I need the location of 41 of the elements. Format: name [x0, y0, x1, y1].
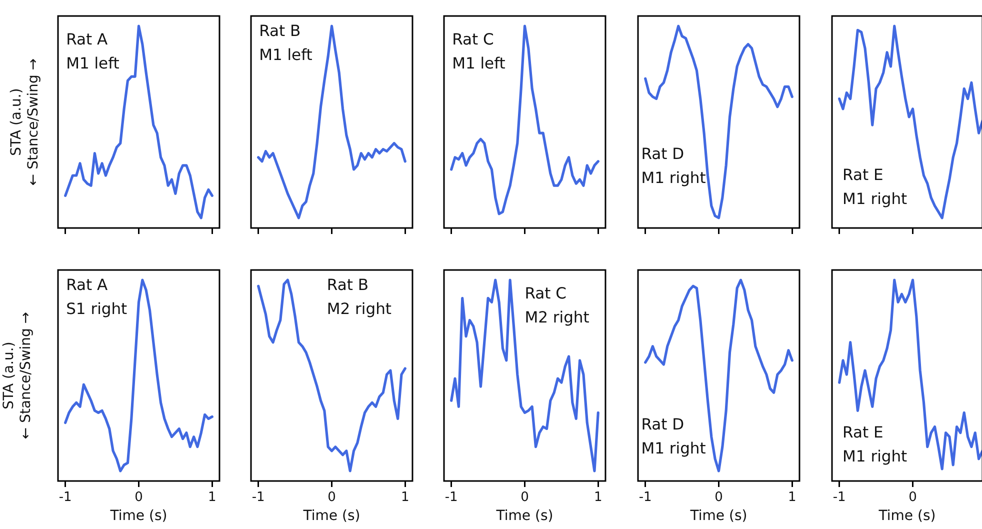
- annotation: Rat A: [66, 276, 108, 294]
- x-tick-label: 1: [788, 490, 796, 506]
- annotation: S1 right: [66, 300, 128, 318]
- x-tick-label: -1: [444, 490, 458, 506]
- x-tick-label: 0: [134, 490, 143, 506]
- x-tick-label: 0: [908, 490, 917, 506]
- x-tick-label: -1: [638, 490, 652, 506]
- x-axis-title: Time (s): [689, 508, 748, 524]
- annotation: M2 right: [524, 308, 590, 326]
- x-axis-title: Time (s): [878, 508, 936, 524]
- x-tick-label: 1: [401, 490, 410, 506]
- annotation: Rat D: [641, 415, 684, 434]
- x-tick-label: 1: [594, 490, 602, 506]
- x-tick-label: 0: [714, 490, 723, 506]
- annotation: M1 left: [452, 54, 506, 72]
- annotation: M1 right: [842, 190, 908, 208]
- annotation: Rat C: [452, 30, 494, 48]
- annotation: Rat B: [259, 22, 301, 40]
- y-axis-title: STA (a.u.) ← Stance/Swing →: [1, 312, 34, 440]
- annotation: M1 right: [641, 439, 706, 458]
- annotation: Rat C: [524, 284, 567, 302]
- x-tick-label: -1: [252, 490, 265, 506]
- annotation: Rat E: [842, 166, 884, 184]
- x-tick-label: 0: [520, 490, 529, 506]
- x-tick-label: 1: [208, 490, 216, 506]
- annotation: Rat E: [842, 424, 884, 442]
- y-axis-title: STA (a.u.) ← Stance/Swing →: [8, 58, 42, 186]
- x-axis-title: Time (s): [495, 508, 554, 524]
- annotation: Rat D: [641, 144, 684, 163]
- annotation: M1 right: [842, 448, 908, 466]
- x-tick-label: -1: [832, 490, 846, 506]
- annotation: M2 right: [326, 300, 392, 318]
- annotation: Rat B: [326, 276, 368, 294]
- x-axis-title: Time (s): [109, 508, 168, 524]
- annotation: M1 left: [259, 46, 312, 64]
- x-tick-label: 0: [328, 490, 336, 506]
- x-axis-title: Time (s): [302, 508, 360, 524]
- x-tick-label: -1: [58, 490, 72, 506]
- annotation: Rat A: [66, 30, 108, 48]
- annotation: M1 right: [641, 168, 706, 187]
- annotation: M1 left: [66, 54, 120, 72]
